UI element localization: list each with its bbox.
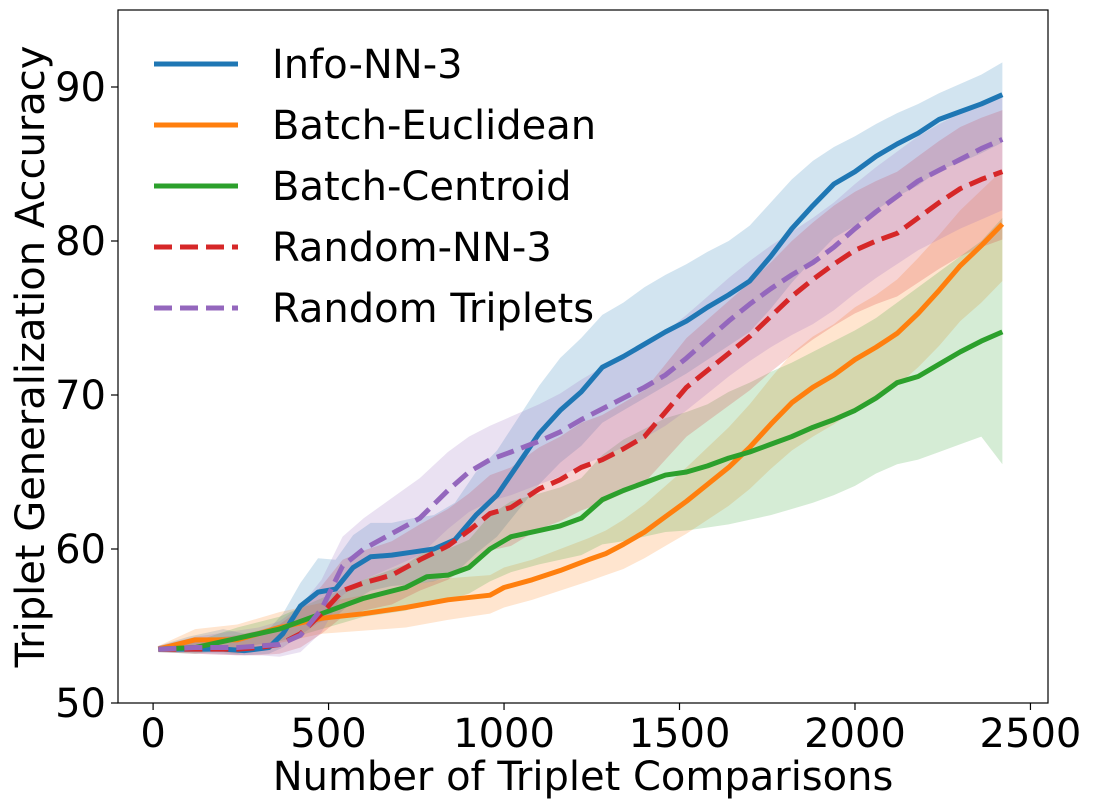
x-tick-label: 0 — [140, 711, 165, 757]
y-tick-label: 80 — [55, 219, 106, 265]
y-tick-label: 60 — [55, 527, 106, 573]
line-batch-centroid — [158, 329, 1004, 652]
x-tick-label: 500 — [290, 711, 366, 757]
band-batch-centroid — [158, 217, 1003, 654]
y-axis-ticks: 50 60 70 80 90 — [55, 65, 118, 727]
line-random-nn-3 — [158, 169, 1004, 652]
x-tick-label: 2500 — [980, 711, 1082, 757]
y-tick-label: 70 — [55, 373, 106, 419]
band-random-triplets — [158, 94, 1003, 657]
x-tick-label: 1000 — [453, 711, 555, 757]
line-random-triplets — [158, 137, 1004, 652]
x-axis-label: Number of Triplet Comparisons — [273, 754, 894, 800]
series-lines — [157, 92, 1005, 654]
line-batch-euclidean — [157, 222, 1005, 652]
band-batch-euclidean — [158, 170, 1003, 654]
legend-label-random-nn-3: Random-NN-3 — [272, 225, 552, 271]
band-info-nn-3 — [158, 62, 1003, 656]
legend-label-random-triplets: Random Triplets — [272, 286, 594, 332]
plot-frame — [117, 9, 1049, 704]
confidence-bands — [158, 62, 1003, 657]
y-tick-label: 90 — [55, 65, 106, 111]
line-info-nn-3 — [158, 92, 1004, 654]
x-tick-label: 2000 — [804, 711, 906, 757]
band-random-nn-3 — [158, 110, 1003, 656]
legend: Info-NN-3 Batch-Euclidean Batch-Centroid Ra… — [154, 42, 596, 332]
x-tick-label: 1500 — [629, 711, 731, 757]
y-tick-label: 50 — [55, 681, 106, 727]
legend-label-batch-centroid: Batch-Centroid — [272, 164, 572, 210]
y-axis-label: Triplet Generalization Accuracy — [8, 46, 54, 669]
legend-label-info-nn-3: Info-NN-3 — [272, 42, 463, 88]
x-axis-ticks: 0 500 1000 1500 2000 2500 — [140, 703, 1081, 757]
legend-label-batch-euclidean: Batch-Euclidean — [272, 103, 596, 149]
